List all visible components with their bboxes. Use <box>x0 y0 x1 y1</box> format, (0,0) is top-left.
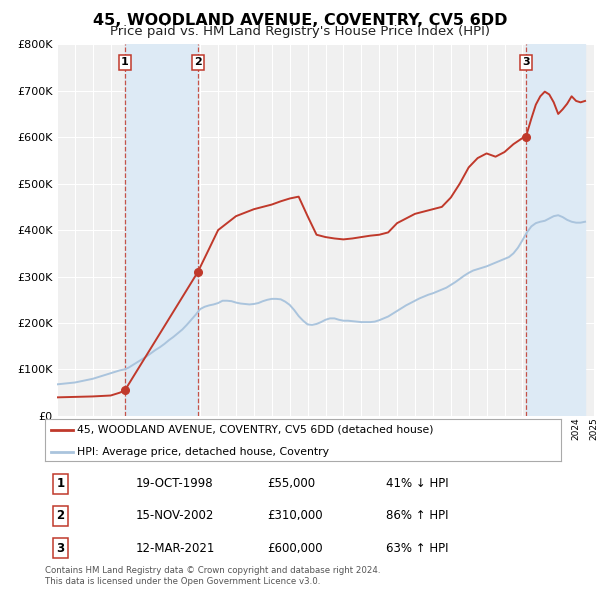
Bar <box>526 44 585 416</box>
Bar <box>125 44 198 416</box>
Text: 41% ↓ HPI: 41% ↓ HPI <box>386 477 448 490</box>
Text: Contains HM Land Registry data © Crown copyright and database right 2024.
This d: Contains HM Land Registry data © Crown c… <box>45 566 380 586</box>
Text: 3: 3 <box>522 57 530 67</box>
Text: HPI: Average price, detached house, Coventry: HPI: Average price, detached house, Cove… <box>77 447 329 457</box>
Text: 45, WOODLAND AVENUE, COVENTRY, CV5 6DD (detached house): 45, WOODLAND AVENUE, COVENTRY, CV5 6DD (… <box>77 425 433 435</box>
Text: 86% ↑ HPI: 86% ↑ HPI <box>386 509 448 522</box>
Text: 45, WOODLAND AVENUE, COVENTRY, CV5 6DD: 45, WOODLAND AVENUE, COVENTRY, CV5 6DD <box>93 13 507 28</box>
Text: £310,000: £310,000 <box>267 509 323 522</box>
Text: 2: 2 <box>56 509 65 522</box>
Text: 1: 1 <box>121 57 129 67</box>
Text: 12-MAR-2021: 12-MAR-2021 <box>136 542 215 555</box>
Text: £600,000: £600,000 <box>267 542 323 555</box>
Text: 19-OCT-1998: 19-OCT-1998 <box>136 477 213 490</box>
Text: 2: 2 <box>194 57 202 67</box>
Text: £55,000: £55,000 <box>267 477 315 490</box>
Text: 15-NOV-2002: 15-NOV-2002 <box>136 509 214 522</box>
Text: 1: 1 <box>56 477 65 490</box>
Text: 3: 3 <box>56 542 65 555</box>
Text: 63% ↑ HPI: 63% ↑ HPI <box>386 542 448 555</box>
Text: Price paid vs. HM Land Registry's House Price Index (HPI): Price paid vs. HM Land Registry's House … <box>110 25 490 38</box>
